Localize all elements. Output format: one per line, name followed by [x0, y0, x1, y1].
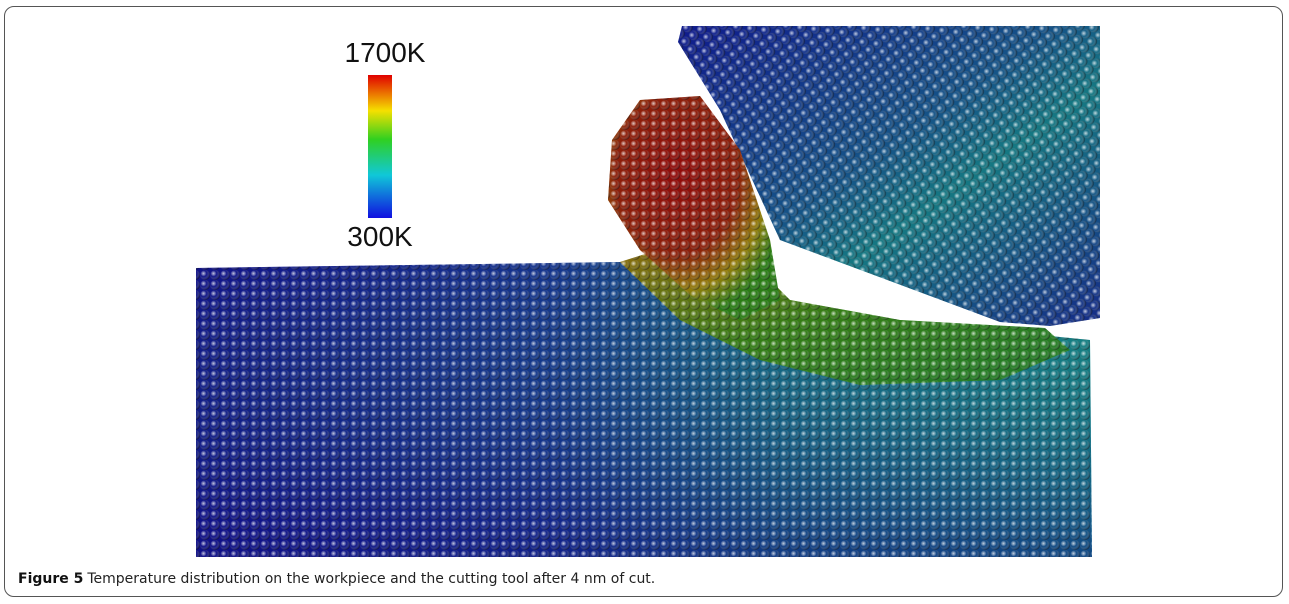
workpiece — [196, 262, 1092, 557]
figure-frame — [4, 6, 1283, 597]
cutting-tool — [678, 26, 1100, 326]
colorbar-gradient — [368, 75, 392, 218]
caption: Figure 5 Temperature distribution on the … — [18, 571, 655, 587]
colorbar-max-label: 1700K — [345, 37, 426, 68]
chip — [608, 96, 780, 320]
caption-label: Figure 5 — [18, 571, 84, 587]
caption-text: Temperature distribution on the workpiec… — [87, 571, 656, 587]
colorbar-min-label: 300K — [347, 221, 413, 252]
colorbar: 1700K 300K — [345, 37, 426, 252]
